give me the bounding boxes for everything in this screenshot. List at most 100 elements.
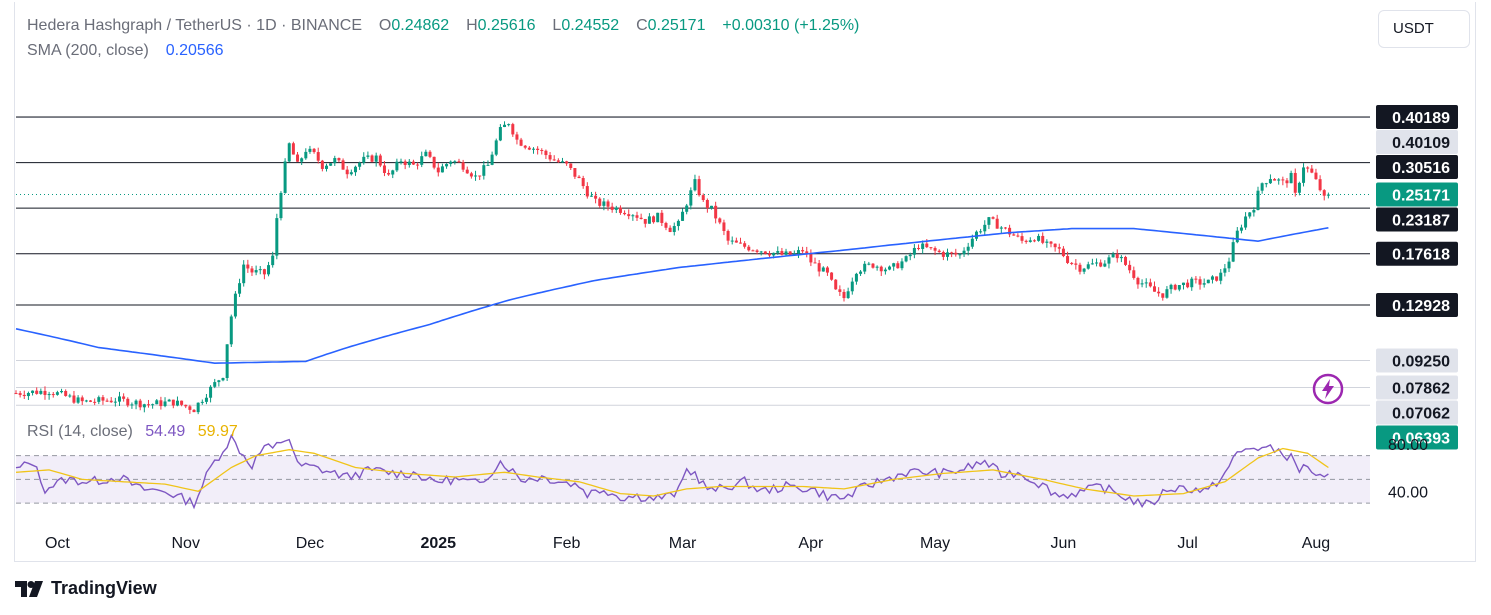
price-label-bg	[1376, 425, 1458, 450]
candle-body	[233, 293, 237, 317]
candle-body	[1210, 276, 1214, 280]
candle-body	[594, 195, 598, 199]
candle-body	[892, 263, 896, 267]
candle-body	[792, 253, 796, 255]
candle-body	[316, 152, 320, 161]
candle-body	[979, 231, 983, 233]
candle-body	[1111, 253, 1115, 258]
candle-body	[776, 251, 780, 253]
time-axis-label: Nov	[172, 535, 200, 552]
candle-body	[366, 155, 370, 157]
candle-body	[1181, 282, 1185, 286]
candle-body	[1074, 263, 1078, 265]
candle-body	[1244, 216, 1248, 228]
candle-body	[946, 252, 949, 257]
candle-body	[1310, 168, 1314, 173]
candle-body	[407, 161, 411, 165]
candle-body	[167, 399, 171, 402]
sma-legend[interactable]: SMA (200, close) 0.20566	[27, 41, 859, 66]
candle-body	[229, 316, 233, 345]
brand-name: TradingView	[51, 578, 157, 598]
candle-body	[598, 198, 602, 206]
high-label: H	[466, 17, 478, 34]
candle-body	[31, 390, 35, 393]
candle-body	[1289, 172, 1293, 184]
candle-body	[912, 247, 916, 255]
candle-body	[821, 267, 825, 272]
candle-body	[1037, 235, 1041, 241]
candle-body	[171, 399, 175, 406]
candle-body	[279, 192, 283, 219]
candle-body	[118, 396, 121, 402]
candle-body	[1256, 190, 1260, 211]
candle-body	[180, 400, 184, 405]
candle-body	[544, 150, 548, 156]
candle-body	[830, 272, 834, 280]
price-label-text: 0.07862	[1392, 380, 1450, 397]
candle-body	[262, 269, 266, 275]
candle-body	[494, 140, 498, 155]
candle-body	[76, 397, 80, 403]
candle-body	[1264, 183, 1268, 185]
candle-body	[329, 163, 333, 166]
candle-body	[399, 161, 403, 163]
candle-body	[1107, 257, 1111, 264]
candle-body	[1012, 234, 1016, 236]
candle-body	[80, 397, 84, 402]
tradingview-logo[interactable]: TradingView	[15, 578, 157, 599]
price-label-bg	[1376, 130, 1458, 154]
candle-body	[490, 154, 494, 165]
candle-body	[1103, 263, 1107, 267]
candle-body	[151, 404, 155, 406]
sma-label: SMA (200, close)	[27, 42, 149, 59]
candle-body	[1016, 235, 1020, 237]
symbol-name[interactable]: Hedera Hashgraph / TetherUS	[27, 17, 242, 34]
candle-body	[22, 394, 26, 397]
rsi-legend[interactable]: RSI (14, close) 54.49 59.97	[27, 423, 238, 441]
candle-body	[623, 212, 627, 215]
candle-body	[320, 160, 324, 169]
price-label-bg	[1376, 375, 1458, 400]
interval-label[interactable]: 1D	[256, 17, 277, 34]
price-label-text: 0.09250	[1392, 353, 1450, 370]
candle-body	[192, 409, 196, 413]
candle-body	[428, 151, 432, 157]
candle-body	[755, 250, 759, 253]
candle-body	[225, 344, 229, 378]
rsi-pane: 80.00 40.00	[15, 433, 1428, 510]
candle-body	[267, 265, 271, 275]
candle-body	[962, 250, 966, 255]
candle-body	[573, 168, 577, 177]
currency-button[interactable]: USDT	[1378, 10, 1470, 48]
candle-body	[60, 391, 64, 393]
candle-body	[478, 175, 482, 177]
candle-body	[585, 186, 589, 197]
candle-body	[569, 163, 573, 169]
candle-body	[739, 242, 742, 244]
candle-body	[627, 214, 631, 217]
candle-body	[391, 170, 395, 175]
candle-body	[1028, 240, 1032, 242]
candle-body	[163, 401, 167, 407]
close-label: C	[636, 17, 648, 34]
candle-body	[84, 400, 88, 402]
time-axis-label: Aug	[1302, 535, 1330, 552]
candle-body	[859, 271, 863, 274]
price-label-bg	[1376, 400, 1458, 425]
candle-body	[1041, 235, 1045, 243]
lightning-icon[interactable]	[1312, 373, 1344, 405]
candle-body	[387, 172, 391, 175]
candle-body	[1057, 247, 1061, 249]
candle-body	[209, 386, 213, 398]
candle-body	[122, 396, 126, 399]
candle-body	[1252, 210, 1256, 213]
candle-body	[461, 162, 465, 170]
candle-body	[333, 158, 337, 164]
candle-body	[1322, 190, 1326, 196]
price-label: 0.40189	[1376, 105, 1458, 129]
candle-body	[536, 148, 540, 150]
candle-body	[204, 397, 208, 402]
candle-body	[370, 155, 374, 162]
candle-body	[726, 230, 730, 241]
